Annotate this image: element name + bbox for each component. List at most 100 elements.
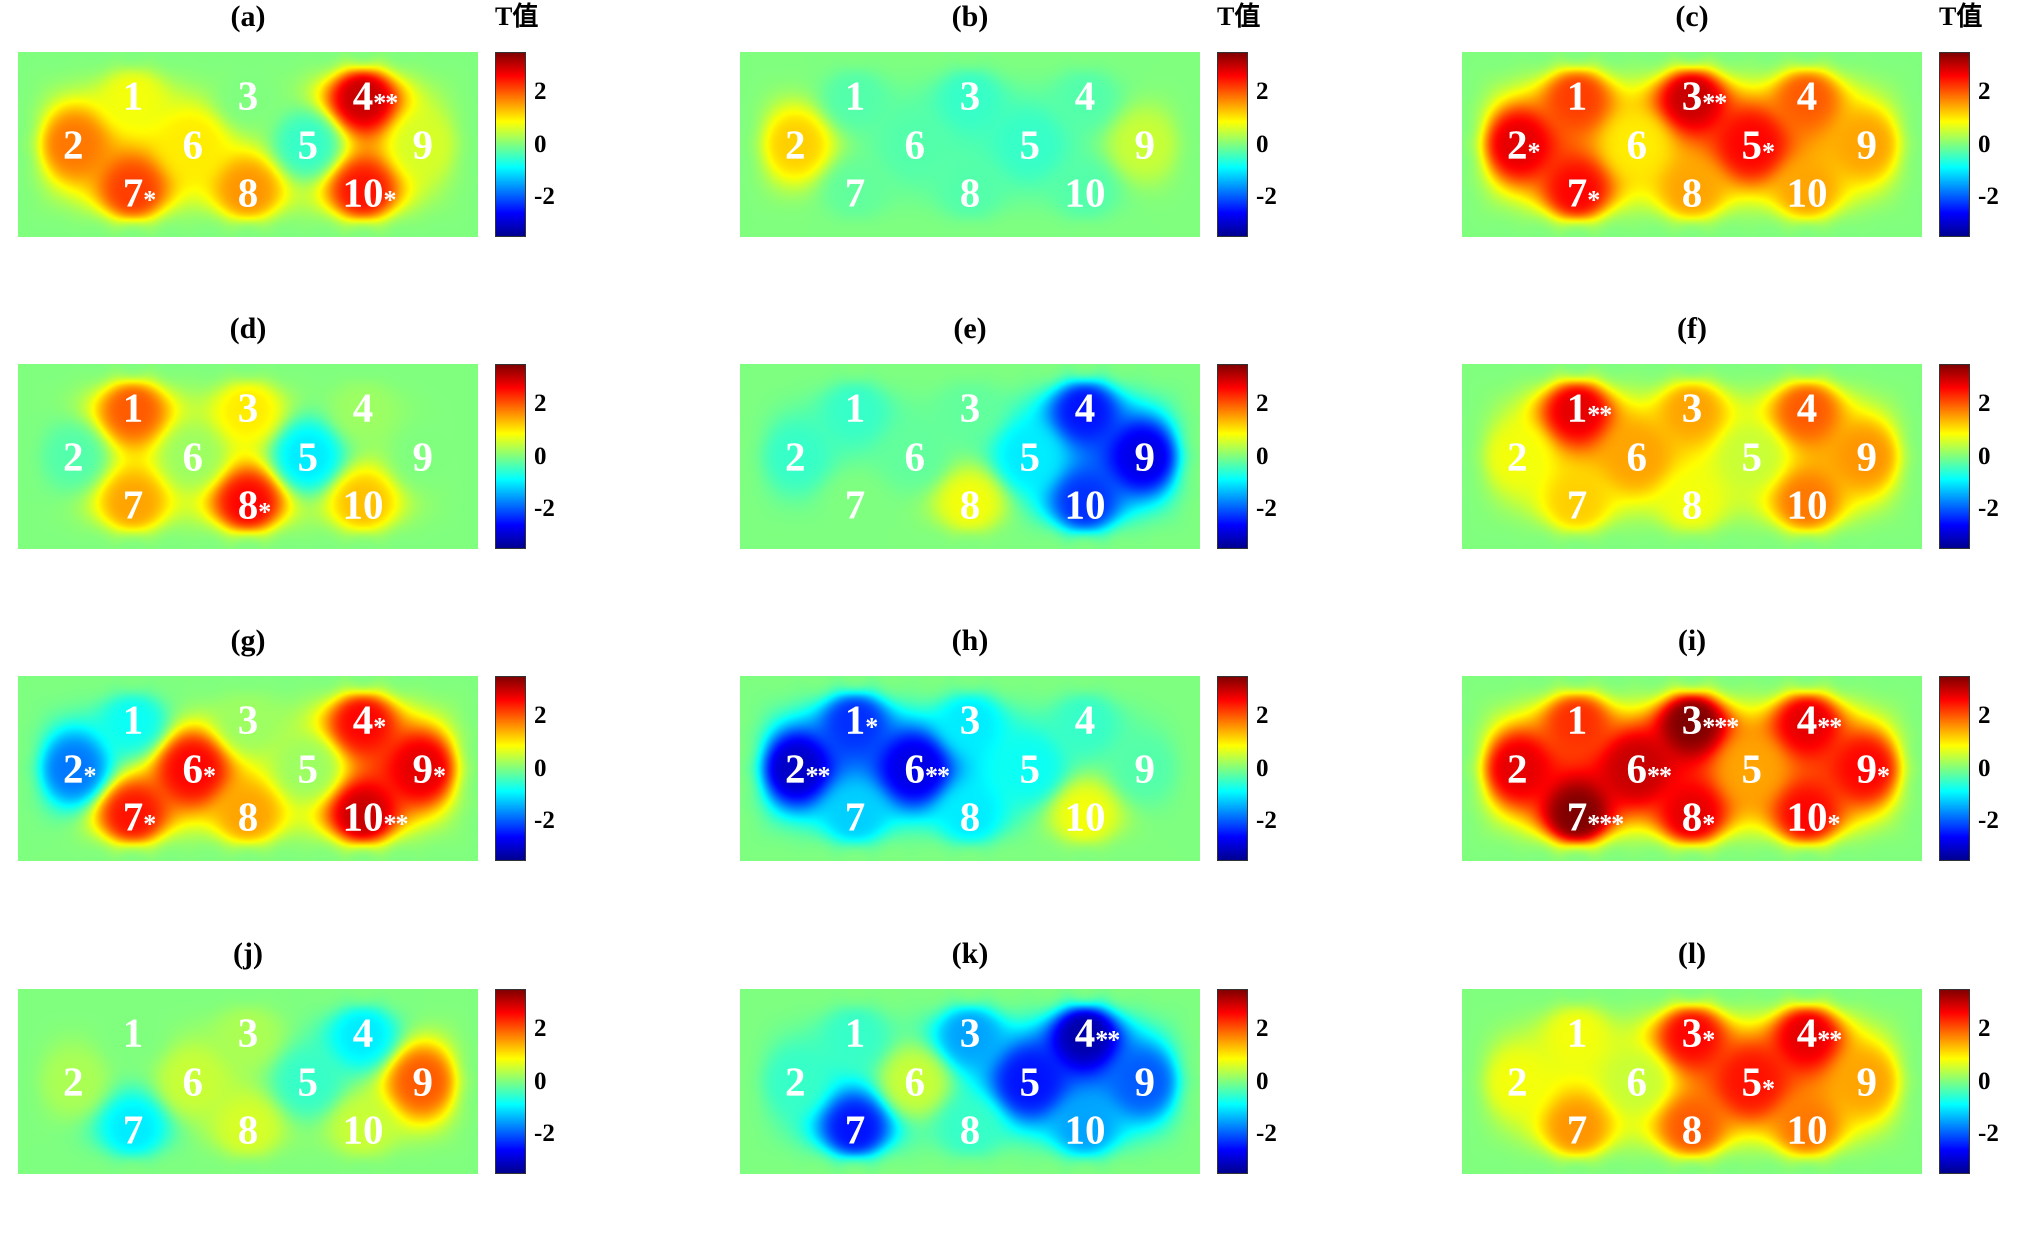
significance-stars: ** bbox=[1702, 88, 1727, 118]
electrode-number: 4 bbox=[1074, 384, 1096, 431]
electrode-number: 7 bbox=[1566, 169, 1588, 216]
electrode-label-10: 10 bbox=[1065, 796, 1106, 837]
heatmap-canvas bbox=[740, 364, 1200, 549]
electrode-number: 9 bbox=[1134, 1058, 1156, 1104]
topomap-heatmap: 1 2 3 4 5 6 7 8* 9 10 bbox=[18, 364, 478, 549]
colorbar bbox=[1217, 989, 1248, 1174]
panel-title: (h) bbox=[951, 624, 989, 657]
electrode-label-4: 4** bbox=[1075, 1012, 1121, 1054]
electrode-number: 5 bbox=[297, 433, 319, 479]
colorbar-tick-label: -2 bbox=[1978, 183, 1999, 211]
electrode-number: 6 bbox=[182, 121, 204, 167]
colorbar-tick-label: 2 bbox=[1978, 1014, 1991, 1042]
colorbar-tick-label: -2 bbox=[1256, 807, 1277, 835]
electrode-label-4: 4 bbox=[1075, 75, 1096, 117]
electrode-number: 9 bbox=[1134, 121, 1156, 167]
colorbar bbox=[1939, 364, 1970, 549]
significance-stars: ** bbox=[1587, 400, 1612, 430]
topomap-heatmap: 1 2* 3 4* 5 6* 7* 8 9* 10** bbox=[18, 676, 478, 861]
significance-stars: * bbox=[1527, 137, 1540, 166]
electrode-number: 1 bbox=[1566, 1009, 1588, 1056]
panel-d: (d) 1 2 3 4 5 6 7 8* 9 10 2 0 -2 bbox=[18, 312, 718, 620]
electrode-label-2: 2* bbox=[62, 745, 97, 791]
electrode-label-8: 8 bbox=[238, 796, 259, 837]
colorbar-tick-label: 0 bbox=[1978, 442, 1991, 470]
electrode-label-2: 2 bbox=[1507, 1061, 1528, 1102]
heatmap-canvas bbox=[1462, 989, 1922, 1174]
panel-title: (a) bbox=[230, 0, 266, 33]
electrode-number: 5 bbox=[1741, 745, 1763, 791]
electrode-label-9: 9 bbox=[1135, 124, 1156, 165]
electrode-label-5: 5 bbox=[1020, 748, 1041, 789]
electrode-number: 8 bbox=[237, 1106, 259, 1153]
electrode-label-1: 1 bbox=[123, 699, 144, 741]
panel-j: (j) 1 2 3 4 5 6 7 8 9 10 2 0 -2 bbox=[18, 937, 718, 1245]
electrode-number: 2 bbox=[784, 433, 806, 479]
electrode-number: 2 bbox=[62, 745, 84, 791]
electrode-label-10: 10 bbox=[1787, 1109, 1828, 1150]
electrode-number: 2 bbox=[62, 121, 84, 167]
electrode-label-9: 9 bbox=[1135, 436, 1156, 477]
electrode-number: 5 bbox=[297, 745, 319, 791]
topomap-heatmap: 1 2 3 4 5 6 7 8 9 10 bbox=[740, 364, 1200, 549]
electrode-number: 5 bbox=[297, 121, 319, 167]
colorbar-tick-label: 0 bbox=[1978, 1067, 1991, 1095]
electrode-label-7: 7 bbox=[845, 796, 866, 837]
colorbar bbox=[1939, 52, 1970, 237]
electrode-number: 10 bbox=[1786, 169, 1828, 216]
panel-title: (i) bbox=[1677, 624, 1707, 657]
electrode-label-6: 6** bbox=[1626, 745, 1673, 791]
electrode-number: 8 bbox=[959, 793, 981, 840]
electrode-number: 8 bbox=[1681, 1106, 1703, 1153]
electrode-number: 10 bbox=[342, 169, 384, 216]
topomap-heatmap: 1** 2 3 4 5 6 7 8 9 10 bbox=[1462, 364, 1922, 549]
topomap-heatmap: 1 2* 3** 4 5* 6 7* 8 9 10 bbox=[1462, 52, 1922, 237]
electrode-number: 7 bbox=[844, 169, 866, 216]
electrode-label-2: 2 bbox=[63, 124, 84, 165]
panel-c: (c) 1 2* 3** 4 5* 6 7* 8 9 10 2 0 -2 T值 bbox=[1462, 0, 2022, 308]
electrode-label-1: 1 bbox=[123, 75, 144, 117]
colorbar-tick-label: -2 bbox=[1978, 1120, 1999, 1148]
electrode-number: 10 bbox=[342, 1106, 384, 1153]
electrode-label-4: 4* bbox=[353, 699, 387, 741]
electrode-number: 3 bbox=[959, 1009, 981, 1056]
heatmap-canvas bbox=[740, 989, 1200, 1174]
electrode-number: 4 bbox=[1796, 72, 1818, 119]
colorbar-label: T值 bbox=[1939, 2, 1983, 31]
electrode-label-9: 9* bbox=[1857, 748, 1891, 789]
heatmap-canvas bbox=[18, 989, 478, 1174]
panel-b: (b) 1 2 3 4 5 6 7 8 9 10 2 0 -2 T值 bbox=[740, 0, 1440, 308]
electrode-number: 1 bbox=[844, 1009, 866, 1056]
electrode-label-6: 6** bbox=[905, 748, 951, 789]
electrode-label-6: 6 bbox=[183, 436, 204, 477]
colorbar-tick-label: 0 bbox=[1978, 130, 1991, 158]
electrode-number: 2 bbox=[1506, 121, 1528, 167]
electrode-number: 5 bbox=[1741, 121, 1763, 167]
electrode-number: 10 bbox=[342, 481, 384, 528]
electrode-number: 3 bbox=[959, 696, 981, 743]
electrode-label-9: 9 bbox=[1857, 436, 1878, 477]
significance-stars: ** bbox=[1817, 712, 1842, 742]
electrode-label-9: 9 bbox=[413, 1061, 434, 1102]
electrode-label-3: 3*** bbox=[1682, 699, 1740, 741]
panel-title: (k) bbox=[951, 937, 989, 970]
panel-l: (l) 1 2 3* 4** 5* 6 7 8 9 10 2 0 -2 bbox=[1462, 937, 2022, 1245]
panel-a: (a) 1 2 3 4** 5 6 7* 8 9 10* 2 0 -2 T值 bbox=[18, 0, 718, 308]
electrode-label-3: 3 bbox=[238, 699, 259, 741]
electrode-label-1: 1 bbox=[844, 1009, 866, 1056]
electrode-number: 5 bbox=[1019, 121, 1041, 167]
electrode-label-5: 5 bbox=[298, 124, 319, 165]
significance-stars: ** bbox=[805, 761, 830, 790]
electrode-number: 8 bbox=[1681, 481, 1703, 528]
panel-title: (d) bbox=[229, 312, 267, 345]
electrode-number: 6 bbox=[1626, 745, 1648, 791]
electrode-label-8: 8 bbox=[1682, 172, 1703, 213]
significance-stars: * bbox=[258, 497, 271, 527]
electrode-label-10: 10* bbox=[342, 169, 397, 216]
significance-stars: * bbox=[1702, 809, 1715, 839]
electrode-label-7: 7 bbox=[845, 172, 866, 213]
colorbar-tick-label: 0 bbox=[1256, 1067, 1269, 1095]
electrode-number: 10 bbox=[342, 793, 384, 840]
topomap-heatmap: 1 2 3 4** 5 6 7* 8 9 10* bbox=[18, 52, 478, 237]
electrode-label-4: 4 bbox=[353, 387, 374, 429]
